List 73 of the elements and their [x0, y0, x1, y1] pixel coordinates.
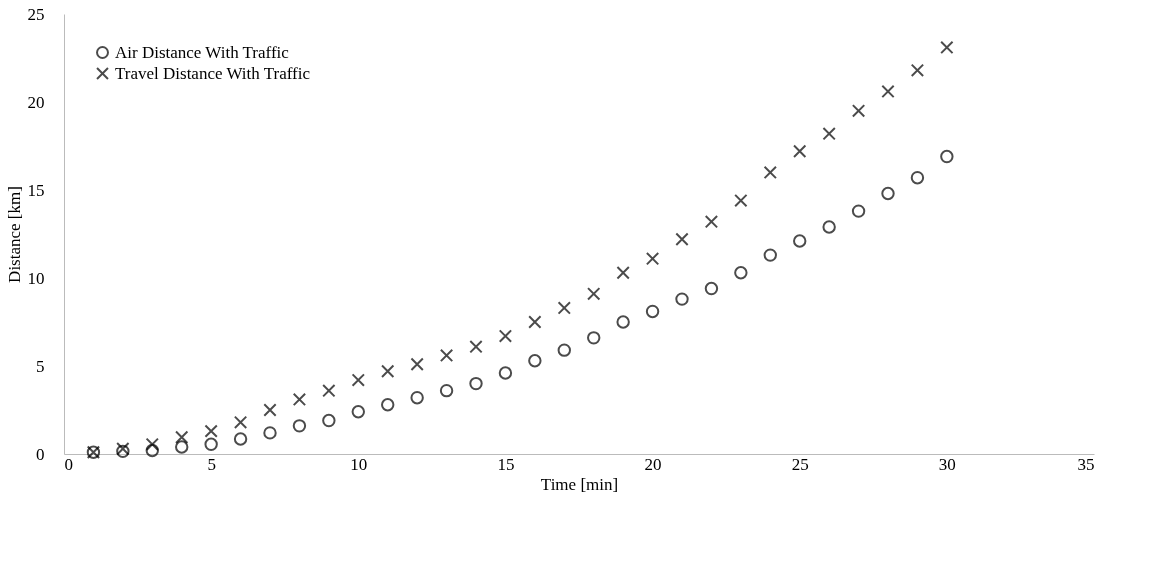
point [322, 383, 336, 398]
point [498, 366, 513, 380]
y-axis-title: Distance [km] [4, 186, 24, 283]
point [645, 304, 660, 319]
point [528, 354, 542, 368]
x-tick-label: 15 [497, 454, 515, 474]
point [351, 405, 365, 419]
point [616, 266, 630, 280]
point [675, 292, 689, 306]
point [439, 348, 454, 363]
y-tick-label: 20 [27, 92, 45, 112]
point [145, 437, 159, 452]
x-tick-label: 10 [350, 454, 368, 474]
point [528, 315, 542, 329]
point [263, 426, 277, 440]
point [587, 331, 601, 345]
point [292, 419, 307, 433]
x-tick-label: 30 [938, 454, 956, 474]
point [469, 339, 483, 354]
y-tick-label: 15 [27, 180, 45, 200]
legend-label: Travel Distance With Traffic [115, 63, 311, 83]
point [410, 390, 424, 405]
point [940, 149, 954, 164]
point [557, 343, 571, 357]
point [381, 398, 395, 412]
point [793, 234, 807, 248]
point [616, 315, 630, 329]
point [881, 186, 895, 201]
point [910, 170, 925, 185]
point [381, 364, 395, 378]
point [734, 266, 748, 280]
point [557, 301, 571, 315]
x-tick-label: 5 [207, 454, 216, 474]
point [940, 40, 954, 55]
y-tick-label: 25 [27, 4, 45, 24]
legend-label: Air Distance With Traffic [115, 42, 290, 62]
point [675, 232, 689, 246]
point [645, 251, 660, 266]
point [793, 144, 807, 158]
y-tick-label: 10 [27, 268, 45, 288]
x-axis-title: Time [min] [540, 474, 619, 494]
point [145, 443, 159, 458]
x-tick-label: 35 [1077, 454, 1095, 474]
point [322, 413, 336, 428]
point [881, 84, 895, 99]
point [763, 248, 777, 262]
point [910, 63, 925, 78]
point [587, 287, 601, 301]
point [734, 193, 748, 208]
x-tick-label: 20 [644, 454, 662, 474]
point [175, 440, 189, 454]
point [822, 220, 836, 234]
point [439, 383, 454, 398]
point [351, 373, 365, 387]
point [822, 126, 836, 141]
point [469, 376, 483, 391]
point [204, 437, 218, 452]
x-tick-label: 25 [791, 454, 809, 474]
point [204, 424, 218, 438]
point [851, 204, 866, 218]
point [763, 165, 777, 180]
point [410, 357, 424, 371]
y-tick-label: 5 [36, 356, 45, 376]
point [851, 104, 866, 118]
point [175, 430, 189, 444]
point [704, 281, 719, 296]
point [498, 329, 513, 343]
point [263, 403, 277, 417]
x-tick-label: 0 [64, 454, 73, 474]
point [233, 415, 248, 430]
point [292, 392, 307, 407]
point [704, 214, 719, 229]
point [233, 432, 248, 446]
